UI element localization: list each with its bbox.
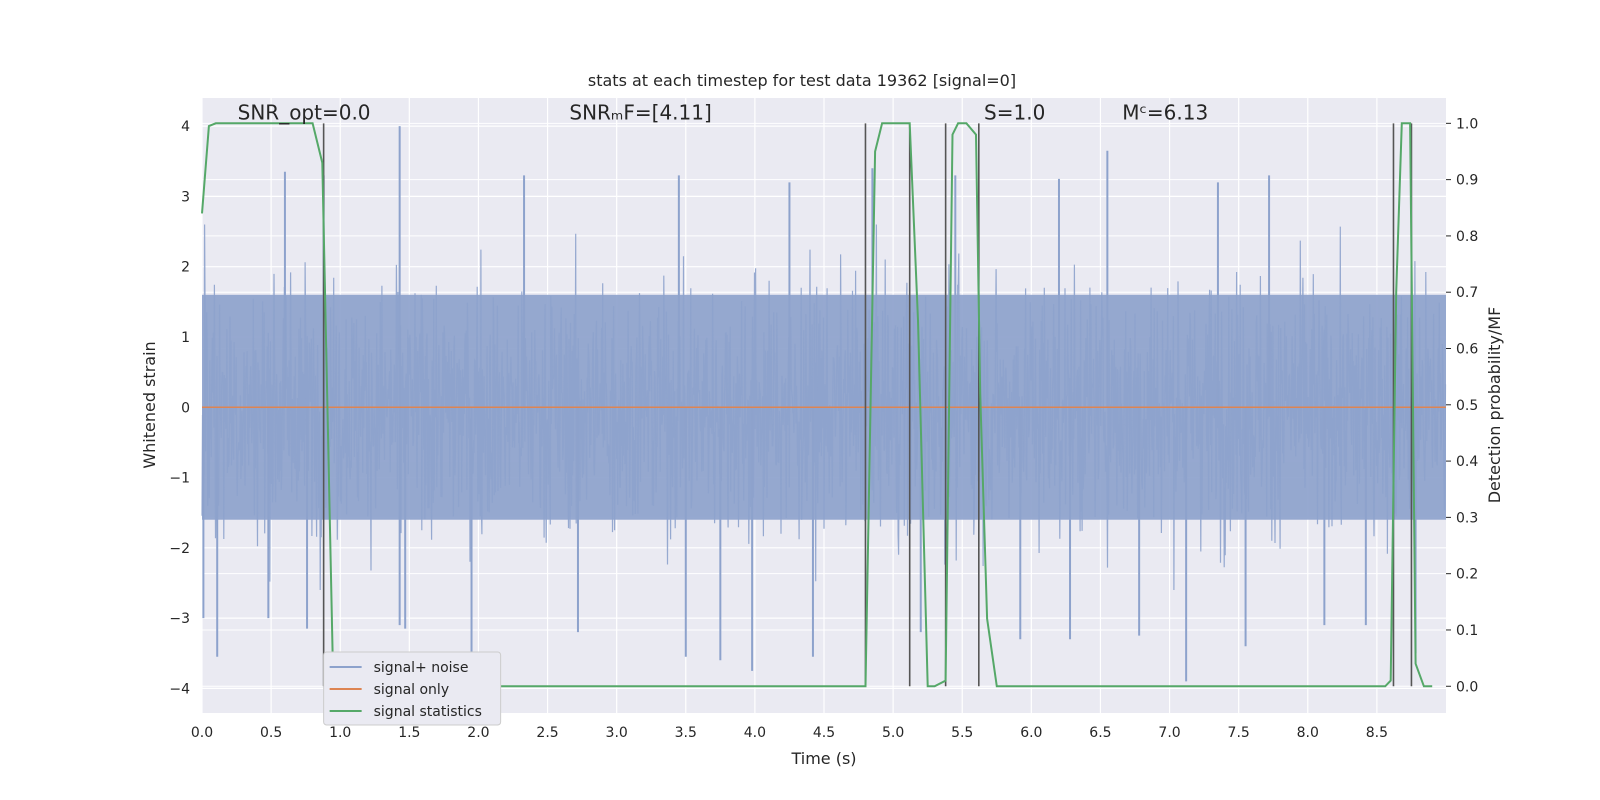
x-tick-label: 5.5 <box>951 725 973 741</box>
y-right-tick-label: 0.4 <box>1456 454 1478 470</box>
x-tick-label: 7.5 <box>1228 725 1250 741</box>
x-tick-label: 8.0 <box>1297 725 1319 741</box>
x-tick-label: 5.0 <box>882 725 904 741</box>
y-left-tick-label: 4 <box>181 119 190 135</box>
legend-entry: signal statistics <box>374 704 482 720</box>
y-left-tick-label: 0 <box>181 400 190 416</box>
x-tick-label: 6.5 <box>1089 725 1111 741</box>
annotations: SNR_opt=0.0 SNRₘF=[4.11] S=1.0 Mᶜ=6.13 <box>238 101 1209 125</box>
x-tick-label: 1.5 <box>398 725 420 741</box>
x-tick-label: 3.5 <box>675 725 697 741</box>
annotation-snr_opt: SNR_opt=0.0 <box>238 101 371 125</box>
y-right-tick-label: 0.2 <box>1456 567 1478 583</box>
y-right-tick-label: 1.0 <box>1456 116 1478 132</box>
x-tick-label: 0.0 <box>191 725 213 741</box>
y-right-tick-label: 0.0 <box>1456 679 1478 695</box>
signal-statistics-line <box>201 122 1433 688</box>
y-right-tick-label: 0.6 <box>1456 342 1478 358</box>
chart-title: stats at each timestep for test data 193… <box>588 71 1016 90</box>
y-right-tick-label: 0.7 <box>1456 285 1478 301</box>
x-tick-labels: 0.0 0.5 1.0 1.5 2.0 2.5 3.0 3.5 4.0 4.5 5.0 5.5 6.0 6… <box>191 725 1388 741</box>
y-right-tick-labels: 1.0 0.9 0.8 0.7 0.6 0.5 0.4 0.3 0.2 0.1 0.0 <box>1446 116 1478 695</box>
noise-line <box>201 224 1447 591</box>
y-left-tick-label: −2 <box>169 541 190 557</box>
x-tick-label: 0.5 <box>260 725 282 741</box>
annotation-snr_mf: SNRₘF=[4.11] <box>569 101 711 125</box>
legend-entry: signal only <box>374 682 449 698</box>
y-left-tick-label: 2 <box>181 260 190 276</box>
y-right-tick-label: 0.1 <box>1456 623 1478 639</box>
y-left-tick-label: −1 <box>169 471 190 487</box>
x-axis-label: Time (s) <box>790 749 856 768</box>
y-right-tick-label: 0.5 <box>1456 398 1478 414</box>
x-tick-label: 6.0 <box>1020 725 1042 741</box>
x-tick-label: 3.0 <box>606 725 628 741</box>
x-tick-label: 7.0 <box>1158 725 1180 741</box>
y-left-tick-labels: 4 3 2 1 0 −1 −2 −3 −4 <box>169 119 190 697</box>
legend-box <box>323 651 502 726</box>
y-right-axis-label: Detection probability/MF <box>1485 307 1504 504</box>
y-right-tick-label: 0.8 <box>1456 229 1478 245</box>
x-tick-label: 8.5 <box>1366 725 1388 741</box>
series-signal-statistics <box>201 122 1433 688</box>
y-right-tick-label: 0.3 <box>1456 510 1478 526</box>
legend: signal+ noise signal only signal statistic… <box>323 651 502 726</box>
x-tick-label: 2.5 <box>536 725 558 741</box>
x-tick-label: 4.0 <box>744 725 766 741</box>
annotation-mc: Mᶜ=6.13 <box>1122 101 1208 125</box>
y-left-tick-label: 1 <box>181 330 190 346</box>
annotation-s: S=1.0 <box>984 101 1045 125</box>
x-tick-label: 2.0 <box>467 725 489 741</box>
y-left-tick-label: −4 <box>169 681 190 697</box>
y-left-axis-label: Whitened strain <box>140 341 159 468</box>
y-left-tick-label: 3 <box>181 189 190 205</box>
x-tick-label: 4.5 <box>813 725 835 741</box>
y-right-tick-label: 0.9 <box>1456 173 1478 189</box>
legend-entry: signal+ noise <box>374 660 469 676</box>
y-left-tick-label: −3 <box>169 611 190 627</box>
x-tick-label: 1.0 <box>329 725 351 741</box>
